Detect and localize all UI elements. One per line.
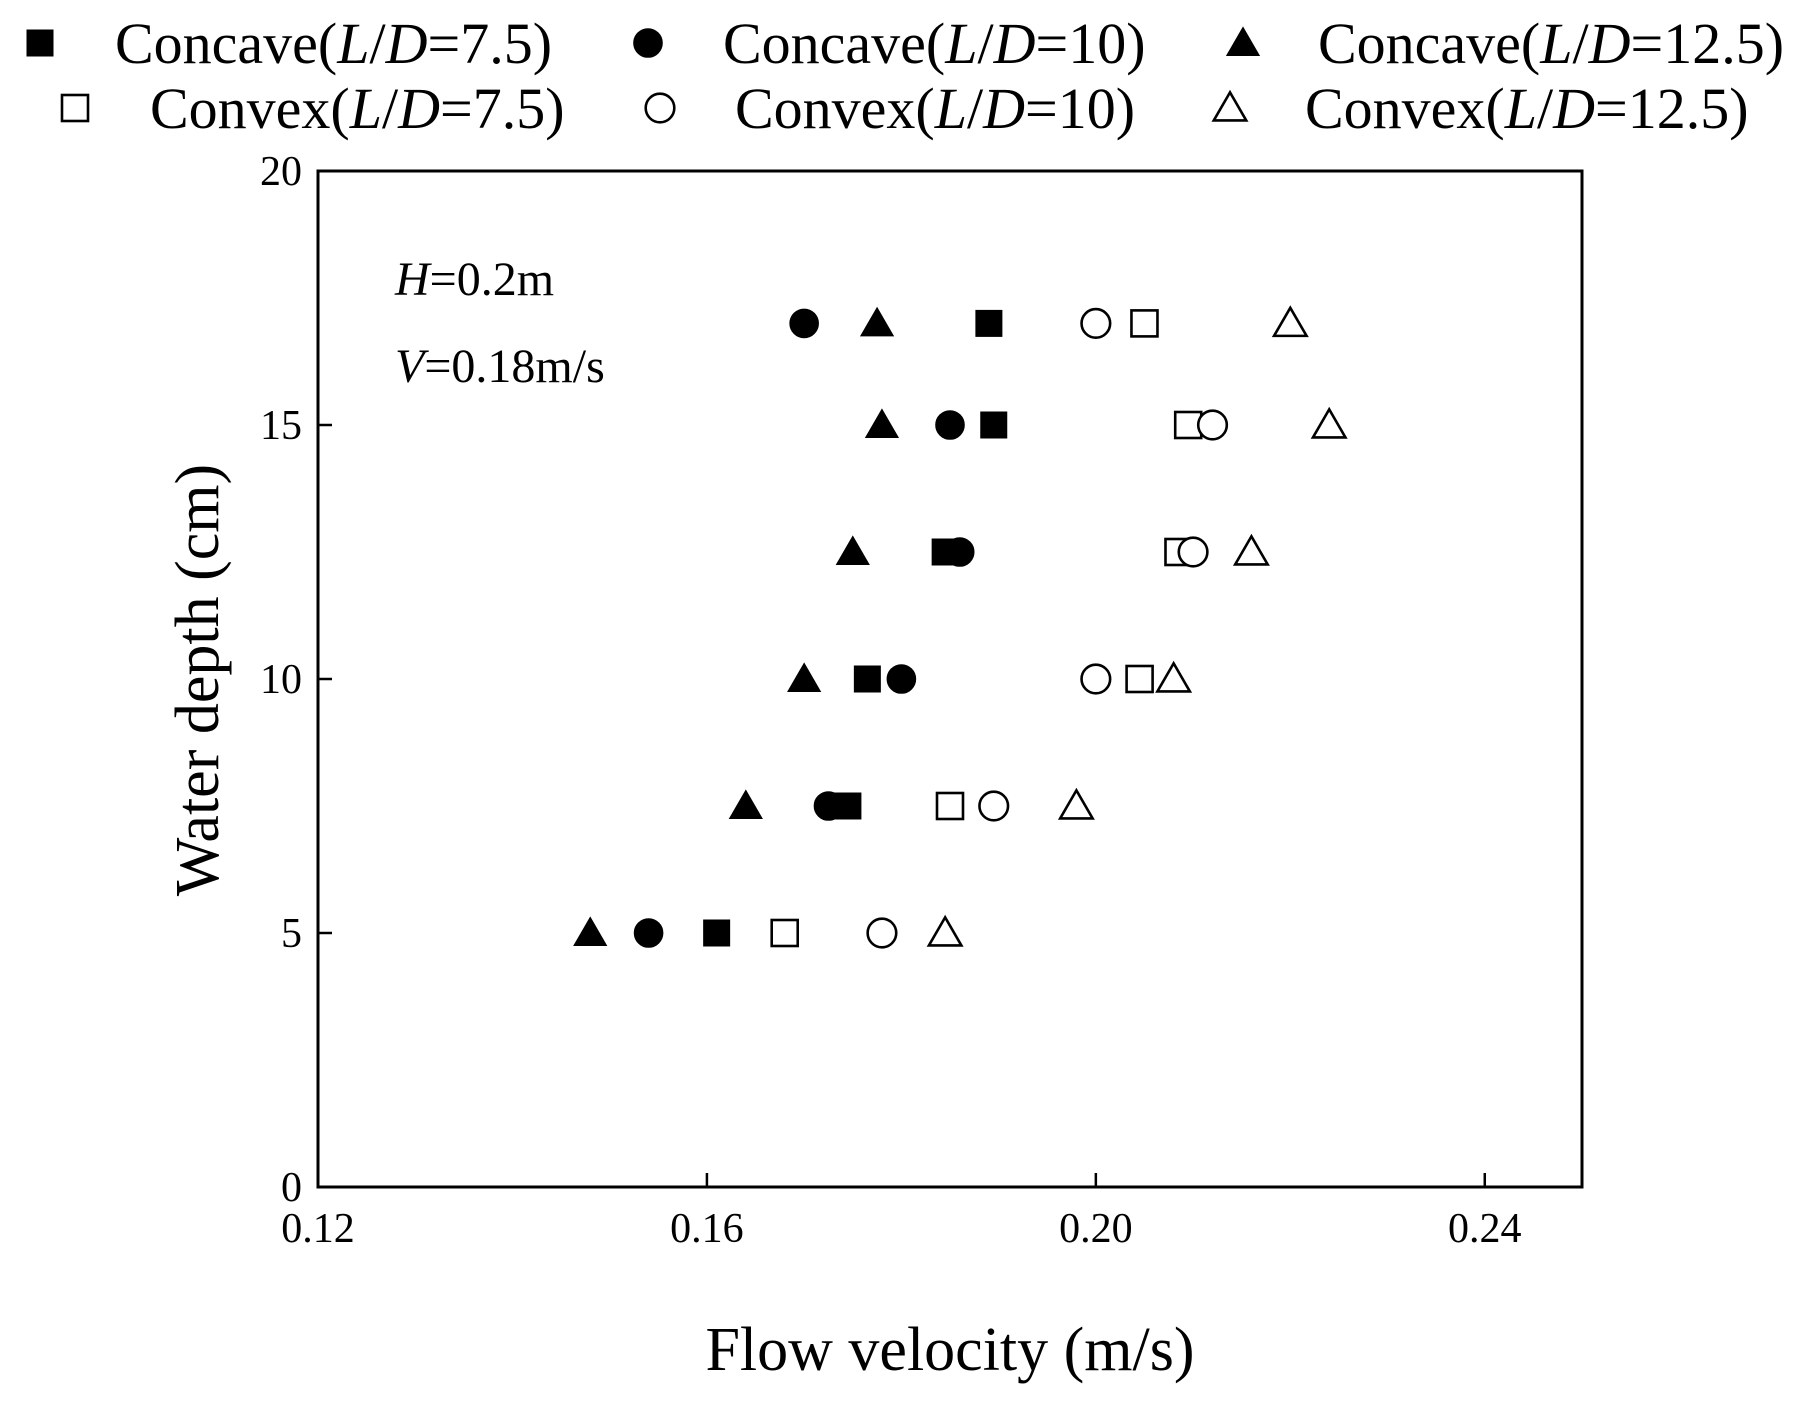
point-series-5-3 [1080, 663, 1112, 695]
plot-frame [316, 169, 1584, 1189]
point-series-5-6 [1080, 307, 1112, 340]
y-axis-title: Water depth (cm) [164, 464, 232, 896]
legend-marker-4 [60, 93, 90, 123]
point-series-2-2 [813, 791, 844, 821]
legend: Concave(L/D=7.5) Concave(L/D=10) Concave(L… [26, 11, 1784, 141]
legend-label-1: Concave(L/D=7.5) [115, 11, 552, 76]
point-series-2-6 [789, 308, 819, 339]
point-series-1-1 [703, 919, 731, 947]
point-series-2-5 [935, 410, 965, 440]
point-series-4-6 [1130, 309, 1159, 338]
y-tick-label: 10 [260, 657, 302, 703]
point-series-2-1 [633, 918, 664, 948]
legend-marker-5 [644, 92, 676, 124]
annotation-h: H=0.2m [394, 253, 554, 306]
legend-marker-3 [1225, 26, 1261, 56]
point-series-4-3 [1125, 664, 1154, 694]
x-axis-title: Flow velocity (m/s) [705, 1316, 1194, 1384]
point-series-4-1 [770, 918, 800, 948]
y-tick-label: 5 [281, 911, 302, 957]
point-series-5-5 [1196, 409, 1229, 441]
x-tick-label: 0.12 [281, 1206, 355, 1252]
point-series-3-3 [787, 662, 822, 692]
point-series-1-5 [980, 411, 1008, 439]
point-series-6-2 [1057, 787, 1095, 820]
point-series-5-4 [1177, 536, 1209, 568]
point-series-6-6 [1271, 305, 1309, 338]
annotation-v: V=0.18m/s [395, 340, 605, 393]
point-series-5-2 [978, 790, 1010, 822]
point-series-6-5 [1310, 406, 1348, 439]
point-series-4-5 [1173, 410, 1203, 440]
legend-marker-1 [26, 29, 54, 57]
point-series-6-1 [926, 914, 964, 947]
legend-label-2: Concave(L/D=10) [723, 11, 1146, 76]
legend-label-5: Convex(L/D=10) [735, 76, 1135, 141]
y-tick-label: 15 [260, 403, 302, 449]
data-points [573, 305, 1348, 949]
legend-marker-6 [1211, 89, 1249, 122]
x-tick-label: 0.16 [670, 1206, 744, 1252]
legend-label-6: Convex(L/D=12.5) [1305, 76, 1749, 141]
point-series-3-5 [864, 408, 900, 438]
point-series-4-2 [935, 791, 965, 821]
point-series-3-2 [728, 789, 763, 819]
x-tick-label: 0.20 [1059, 1206, 1133, 1252]
x-ticks: 0.12 0.16 0.20 0.24 [281, 1173, 1522, 1252]
y-ticks: 0 5 10 15 20 [260, 149, 332, 1211]
point-series-3-4 [835, 535, 870, 565]
point-series-1-3 [853, 665, 881, 693]
point-series-3-1 [573, 916, 608, 946]
legend-label-3: Concave(L/D=12.5) [1318, 11, 1784, 76]
point-series-6-3 [1155, 660, 1193, 693]
legend-marker-2 [633, 28, 663, 58]
y-tick-label: 0 [281, 1165, 302, 1211]
legend-label-4: Convex(L/D=7.5) [150, 76, 565, 141]
point-series-1-6 [975, 309, 1003, 337]
point-series-2-3 [886, 664, 917, 694]
point-series-5-1 [866, 917, 898, 949]
point-series-6-4 [1232, 533, 1270, 566]
point-series-3-6 [859, 306, 895, 337]
x-tick-label: 0.24 [1448, 1206, 1522, 1252]
y-tick-label: 20 [260, 149, 302, 195]
point-series-2-4 [944, 537, 975, 567]
